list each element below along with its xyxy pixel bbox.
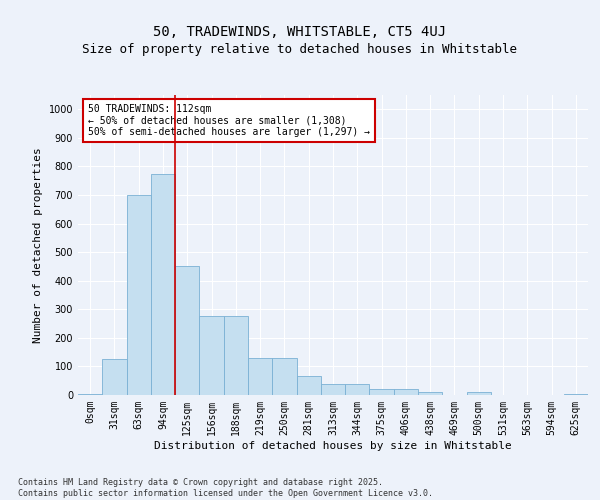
Bar [321,384,345,395]
Bar [345,384,370,395]
Bar [199,316,224,395]
Bar [248,358,272,395]
Text: Contains HM Land Registry data © Crown copyright and database right 2025.
Contai: Contains HM Land Registry data © Crown c… [18,478,433,498]
Text: Size of property relative to detached houses in Whitstable: Size of property relative to detached ho… [83,44,517,57]
Bar [370,390,394,395]
Bar [102,360,127,395]
Bar [151,174,175,395]
Bar [467,392,491,395]
Bar [78,394,102,395]
Bar [272,358,296,395]
Bar [224,316,248,395]
Bar [564,394,588,395]
Text: 50, TRADEWINDS, WHITSTABLE, CT5 4UJ: 50, TRADEWINDS, WHITSTABLE, CT5 4UJ [154,26,446,40]
Bar [394,390,418,395]
Text: 50 TRADEWINDS: 112sqm
← 50% of detached houses are smaller (1,308)
50% of semi-d: 50 TRADEWINDS: 112sqm ← 50% of detached … [88,104,370,137]
Bar [127,195,151,395]
Bar [418,392,442,395]
X-axis label: Distribution of detached houses by size in Whitstable: Distribution of detached houses by size … [154,440,512,450]
Bar [175,266,199,395]
Y-axis label: Number of detached properties: Number of detached properties [33,147,43,343]
Bar [296,376,321,395]
